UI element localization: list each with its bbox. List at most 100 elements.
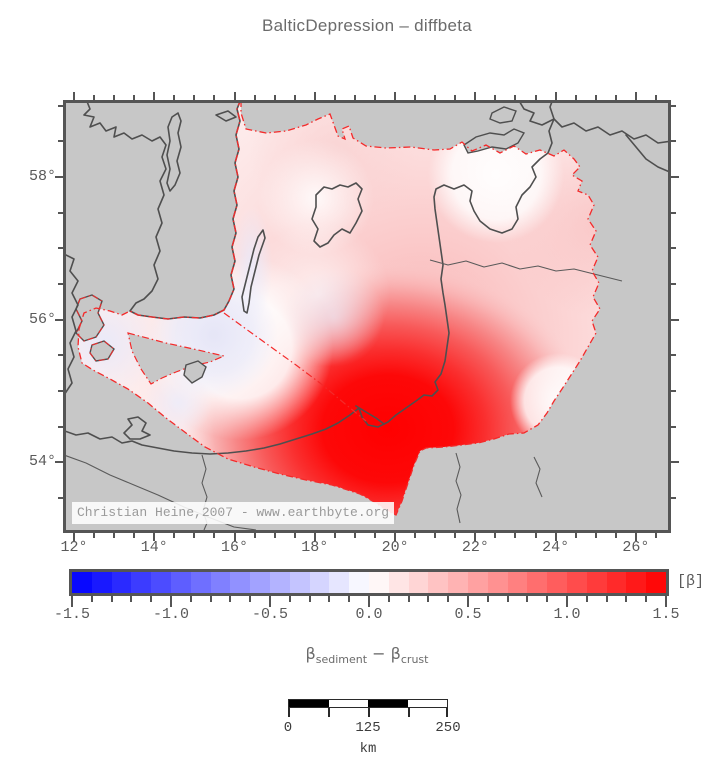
- colorbar-tick: [189, 596, 192, 602]
- colorbar-tick: [486, 596, 489, 602]
- lon-tick: [474, 92, 477, 100]
- lon-tick-label: 20°: [381, 539, 409, 556]
- colorbar-tick: [150, 596, 153, 602]
- scalebar-bar: [288, 699, 448, 708]
- scalebar-segment: [407, 700, 447, 707]
- colorbar-tick-label: -1.5: [53, 606, 91, 623]
- colorbar-segment: [646, 572, 666, 593]
- colorbar-tick: [387, 596, 390, 602]
- lat-tick: [671, 247, 676, 250]
- lon-tick: [93, 533, 96, 538]
- map-panel: Christian Heine,2007 - www.earthbyte.org: [63, 100, 671, 533]
- lon-tick: [273, 533, 276, 538]
- colorbar-tick: [665, 596, 667, 607]
- lon-tick: [213, 533, 216, 538]
- colorbar-segment: [349, 572, 369, 593]
- colorbar-tick: [249, 596, 252, 602]
- lon-tick: [233, 533, 236, 541]
- colorbar-segment: [329, 572, 350, 593]
- colorbar-tick: [71, 596, 73, 607]
- lon-tick: [434, 533, 437, 538]
- lon-tick: [494, 533, 497, 538]
- beta-crust-symbol: β: [390, 644, 401, 663]
- colorbar-segment: [487, 572, 508, 593]
- colorbar-tick: [605, 596, 608, 602]
- region-boundary-segment: [223, 312, 367, 422]
- lon-tick-label: 12°: [60, 539, 88, 556]
- lon-tick: [253, 533, 256, 538]
- lon-tick: [454, 95, 457, 100]
- map-canvas: [66, 103, 668, 530]
- figure-title: BalticDepression – diffbeta: [261, 16, 473, 35]
- lon-tick: [233, 92, 236, 100]
- lon-tick: [494, 95, 497, 100]
- colorbar-tick: [130, 596, 133, 602]
- lat-tick: [55, 176, 63, 179]
- scalebar-post: [328, 708, 330, 717]
- colorbar-segment: [170, 572, 191, 593]
- colorbar-tick: [368, 596, 370, 607]
- colorbar-tick: [90, 596, 93, 602]
- lon-tick: [153, 533, 156, 541]
- lat-tick: [58, 140, 63, 143]
- lat-tick: [671, 140, 676, 143]
- coastline-bornholm: [183, 360, 207, 384]
- colorbar-tick-label: -1.0: [152, 606, 190, 623]
- colorbar-tick: [110, 596, 113, 602]
- lat-tick: [58, 104, 63, 107]
- lake-malaren: [215, 110, 237, 122]
- colorbar-segment: [606, 572, 627, 593]
- lat-tick: [671, 176, 679, 179]
- scalebar-segment: [289, 700, 329, 707]
- lon-tick: [133, 95, 136, 100]
- lon-tick: [654, 533, 657, 538]
- colorbar-segment: [190, 572, 211, 593]
- lon-tick-label: 18°: [301, 539, 329, 556]
- river-vistula: [455, 452, 462, 524]
- lon-tick: [133, 533, 136, 538]
- lon-tick: [614, 95, 617, 100]
- lat-tick: [55, 318, 63, 321]
- lon-tick: [213, 95, 216, 100]
- colorbar-tick: [585, 596, 588, 602]
- coastline-rugen: [123, 416, 151, 440]
- lon-tick: [654, 95, 657, 100]
- colorbar-tick: [269, 596, 271, 607]
- colorbar-tick: [645, 596, 648, 602]
- border-baltics-inland: [429, 259, 623, 282]
- coastline-estonian-islands: [463, 106, 526, 154]
- colorbar-tick: [546, 596, 549, 602]
- lon-tick: [554, 533, 557, 541]
- lake-vattern: [166, 112, 182, 192]
- coastline-hel-spit: [355, 405, 385, 425]
- lat-tick: [671, 461, 679, 464]
- coastline-gotland: [311, 182, 363, 248]
- lon-tick: [594, 533, 597, 538]
- colorbar-tick: [625, 596, 628, 602]
- lat-tick: [58, 211, 63, 214]
- colorbar-tick: [328, 596, 331, 602]
- lon-tick: [193, 95, 196, 100]
- lon-tick: [574, 95, 577, 100]
- lat-tick: [58, 496, 63, 499]
- coastline-gulf-of-finland: [625, 134, 668, 173]
- lon-tick: [374, 533, 377, 538]
- lat-tick: [671, 389, 676, 392]
- colorbar-segment: [250, 572, 270, 593]
- lat-tick: [58, 247, 63, 250]
- colorbar-segment: [111, 572, 132, 593]
- colorbar-segment: [408, 572, 429, 593]
- lon-tick: [113, 533, 116, 538]
- colorbar-tick-label: 1.0: [553, 606, 581, 623]
- lon-tick: [534, 95, 537, 100]
- colorbar-segment: [388, 572, 409, 593]
- scalebar-tick-label: 125: [355, 720, 381, 736]
- coastline-oland: [241, 229, 266, 314]
- lon-tick: [454, 533, 457, 538]
- colorbar-tick: [308, 596, 311, 602]
- lon-tick: [153, 92, 156, 100]
- lon-tick: [414, 95, 417, 100]
- colorbar-segment: [547, 572, 567, 593]
- excluded-wedge: [127, 332, 226, 385]
